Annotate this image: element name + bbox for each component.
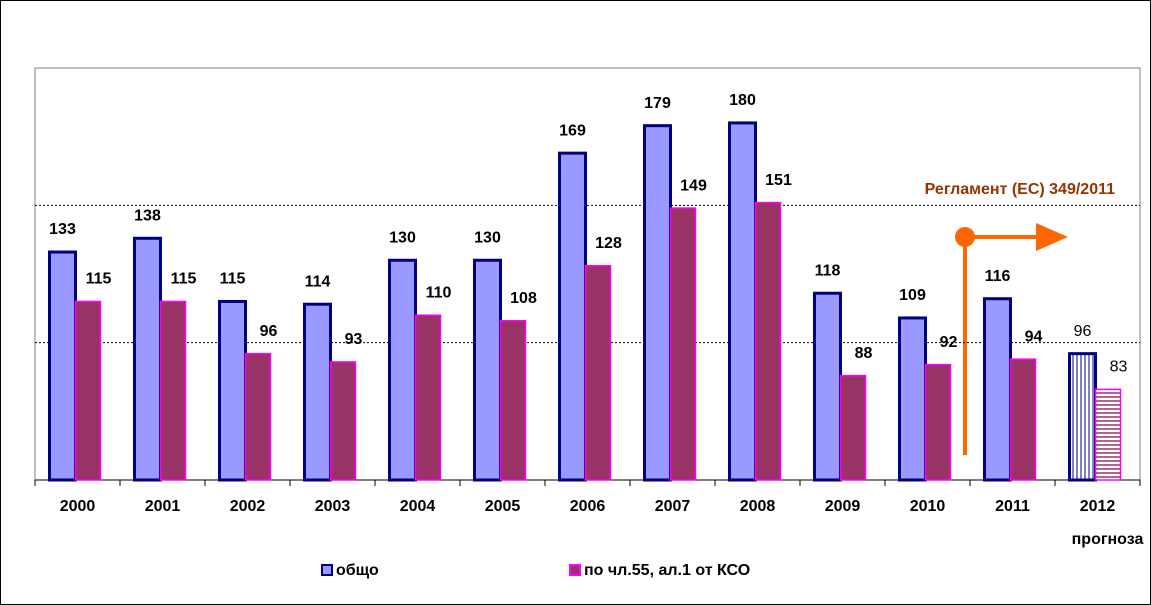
data-label: 83: [1110, 359, 1128, 376]
bar: [754, 201, 782, 481]
data-label: 108: [510, 290, 537, 307]
bar: [133, 236, 162, 482]
x-tick-label: 2005: [485, 498, 521, 515]
data-label: 116: [985, 268, 1011, 285]
data-label: 96: [1074, 323, 1092, 340]
bar: [48, 250, 77, 482]
x-tick-label: 2007: [655, 498, 691, 515]
x-tick-label: 2000: [60, 498, 96, 515]
bar: [813, 291, 842, 482]
bar: [329, 361, 357, 481]
data-label: 138: [134, 208, 161, 225]
data-label: 169: [559, 122, 586, 139]
bar: [669, 207, 697, 481]
legend-label: по чл.55, ал.1 от КСО: [584, 562, 750, 579]
bar: [1009, 358, 1037, 481]
data-label: 96: [260, 323, 278, 340]
bar: [74, 300, 102, 481]
data-label: 94: [1025, 328, 1043, 345]
arrow: [955, 223, 1068, 455]
data-label: 180: [729, 92, 756, 109]
bar: [983, 297, 1012, 482]
x-tick-label: 2010: [910, 498, 946, 515]
data-label: 114: [305, 273, 331, 290]
bar: [388, 258, 417, 482]
bar: [1068, 352, 1097, 482]
bar: [1094, 388, 1122, 481]
bar: [159, 300, 187, 481]
x-tick-label: 2012: [1080, 498, 1116, 515]
data-label: 93: [345, 331, 363, 348]
legend-label: общо: [336, 562, 379, 579]
bar: [414, 314, 442, 481]
data-label: 109: [899, 287, 926, 304]
data-label: 149: [680, 177, 707, 194]
data-label: 133: [49, 221, 76, 238]
data-label: 130: [474, 229, 501, 246]
data-label: 179: [644, 95, 671, 112]
data-label: 115: [171, 271, 197, 288]
x-tick-label: 2009: [825, 498, 861, 515]
x-tick-label: 2003: [315, 498, 351, 515]
bar: [728, 121, 757, 482]
x-tick-label: 2006: [570, 498, 606, 515]
x-tick-label: 2002: [230, 498, 266, 515]
data-label: 128: [595, 235, 622, 252]
bar: [499, 319, 527, 481]
data-label: 118: [815, 262, 841, 279]
data-label: 130: [389, 229, 416, 246]
x-tick-note: прогноза: [1072, 531, 1144, 548]
x-tick-label: 2011: [995, 498, 1030, 515]
data-label: 115: [86, 271, 112, 288]
bar: [839, 374, 867, 481]
bar: [584, 265, 612, 481]
bar: [303, 302, 332, 482]
annotation: Регламент (ЕС) 349/2011: [925, 181, 1115, 198]
bar: [218, 299, 247, 482]
bar: [558, 151, 587, 482]
bar: [244, 352, 272, 481]
bar: [473, 258, 502, 482]
data-label: 88: [855, 345, 873, 362]
data-label: 110: [426, 284, 452, 301]
bar: [898, 316, 927, 482]
x-tick-label: 2001: [145, 498, 181, 515]
x-tick-label: 2004: [400, 498, 436, 515]
x-tick-label: 2008: [740, 498, 776, 515]
bar: [643, 124, 672, 482]
data-label: 115: [220, 271, 246, 288]
bar: [924, 363, 952, 481]
legend-swatch: [569, 564, 581, 576]
legend-swatch: [321, 564, 333, 576]
data-label: 151: [765, 172, 792, 189]
data-label: 92: [940, 334, 958, 351]
